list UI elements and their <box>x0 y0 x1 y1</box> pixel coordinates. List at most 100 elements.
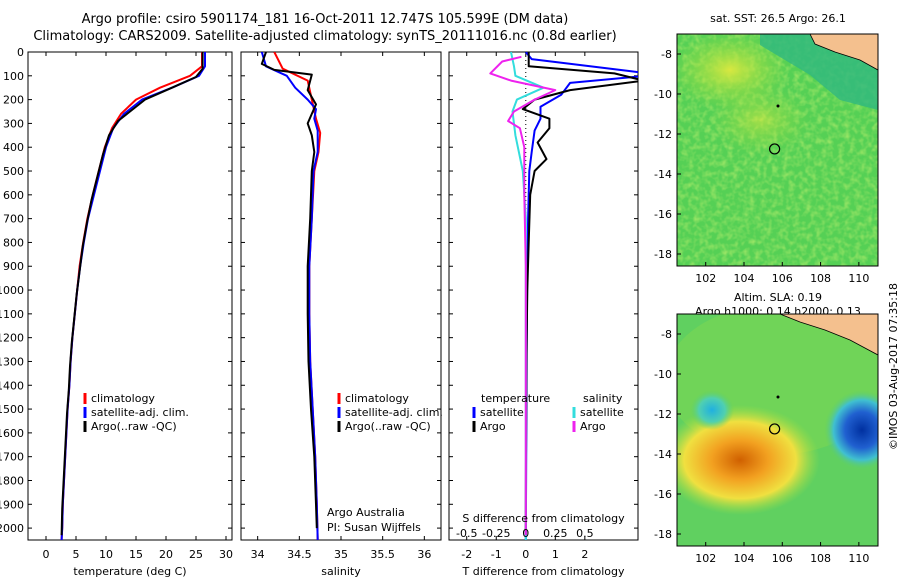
sal-series-argo-raw-qc- <box>260 52 318 529</box>
diff-legend-label: satellite <box>480 406 524 419</box>
depth-tick-label: 1000 <box>0 284 24 297</box>
sst-map-frame <box>676 33 879 267</box>
depth-tick-label: 100 <box>3 70 24 83</box>
credit-line2: PI: Susan Wijffels <box>327 521 421 534</box>
depth-tick-label: 300 <box>3 117 24 130</box>
diff-top-tick-label: 0.25 <box>543 527 568 540</box>
diff-legend-label: Argo <box>580 420 606 433</box>
figure-title-line2: Climatology: CARS2009. Satellite-adjuste… <box>33 29 617 44</box>
sla-float-position-marker <box>769 423 781 435</box>
diff-x-tick-label: -2 <box>461 548 472 561</box>
diff-x-tick-label: -1 <box>491 548 502 561</box>
sla-map-title-line1: Altim. SLA: 0.19 <box>733 291 823 304</box>
temp-x-tick-label: 5 <box>73 548 80 561</box>
diff-x-tick-label: 1 <box>552 548 559 561</box>
sla-lon-tick-label: 110 <box>848 552 869 565</box>
depth-tick-label: 0 <box>17 46 24 59</box>
sla-lat-tick-label: -12 <box>654 408 672 421</box>
sst-lat-tick-label: -18 <box>654 248 672 261</box>
sla-lon-tick-label: 106 <box>772 552 793 565</box>
temp-x-tick-label: 30 <box>219 548 233 561</box>
sla-lat-tick-label: -14 <box>654 448 672 461</box>
depth-tick-label: 1500 <box>0 403 24 416</box>
sal-x-tick-label: 34.5 <box>287 548 312 561</box>
depth-tick-label: 1200 <box>0 332 24 345</box>
depth-tick-label: 1900 <box>0 498 24 511</box>
depth-tick-label: 1100 <box>0 308 24 321</box>
sla-lon-tick-label: 108 <box>810 552 831 565</box>
sst-float-position-marker <box>769 143 781 155</box>
temp-x-tick-label: 0 <box>43 548 50 561</box>
temp-x-tick-label: 15 <box>129 548 143 561</box>
temp-legend-label: Argo(..raw -QC) <box>91 420 177 433</box>
sst-lon-tick-label: 106 <box>772 272 793 285</box>
sal-x-tick-label: 36 <box>417 548 431 561</box>
sst-lon-tick-label: 108 <box>810 272 831 285</box>
sla-lat-tick-label: -18 <box>654 528 672 541</box>
temp-x-axis-label: temperature (deg C) <box>73 565 186 578</box>
diff-top-tick-label: 0 <box>522 527 529 540</box>
diff-legend-label: Argo <box>480 420 506 433</box>
credit-line1: Argo Australia <box>327 506 405 519</box>
depth-tick-label: 200 <box>3 94 24 107</box>
sst-land-mass <box>809 34 878 71</box>
sla-map-frame <box>676 313 879 547</box>
sal-legend-label: climatology <box>345 392 409 405</box>
diff-top-tick-label: -0.5 <box>456 527 477 540</box>
sal-legend-label: Argo(..raw -QC) <box>345 420 431 433</box>
diff-x-tick-label: 2 <box>581 548 588 561</box>
sst-lat-tick-label: -10 <box>654 88 672 101</box>
sst-lon-tick-label: 104 <box>734 272 755 285</box>
sst-lat-tick-label: -14 <box>654 168 672 181</box>
diff-top-tick-label: -0.25 <box>482 527 510 540</box>
depth-tick-label: 1600 <box>0 427 24 440</box>
sal-panel-frame <box>240 51 442 541</box>
diff-series-s-argo <box>489 55 557 536</box>
diff-x-tick-label: 0 <box>522 548 529 561</box>
sst-lat-tick-label: -16 <box>654 208 672 221</box>
temp-series-argo-raw-qc- <box>60 52 204 536</box>
sal-x-axis-label: salinity <box>321 565 361 578</box>
sst-map-title: sat. SST: 26.5 Argo: 26.1 <box>710 12 846 25</box>
diff-legend-salinity-heading: salinity <box>583 392 623 405</box>
figure-title-line1: Argo profile: csiro 5901174_181 16-Oct-2… <box>81 12 569 27</box>
temp-legend-label: satellite-adj. clim. <box>91 406 189 419</box>
depth-tick-label: 600 <box>3 189 24 202</box>
sla-lat-tick-label: -16 <box>654 488 672 501</box>
depth-tick-label: 1700 <box>0 451 24 464</box>
sal-x-tick-label: 35 <box>334 548 348 561</box>
diff-x-axis-label: T difference from climatology <box>462 565 625 578</box>
depth-tick-label: 1800 <box>0 474 24 487</box>
sla-island <box>776 395 780 399</box>
temp-legend-label: climatology <box>91 392 155 405</box>
temp-x-tick-label: 20 <box>159 548 173 561</box>
sst-lon-tick-label: 102 <box>695 272 716 285</box>
diff-panel-frame <box>448 51 639 541</box>
sla-lat-tick-label: -10 <box>654 368 672 381</box>
temp-x-tick-label: 25 <box>189 548 203 561</box>
depth-tick-label: 800 <box>3 236 24 249</box>
sst-lat-tick-label: -8 <box>661 48 672 61</box>
sal-legend-label: satellite-adj. clim. <box>345 406 443 419</box>
sst-lon-tick-label: 110 <box>848 272 869 285</box>
depth-tick-label: 2000 <box>0 522 24 535</box>
depth-tick-label: 400 <box>3 141 24 154</box>
sla-land-mass <box>779 314 878 356</box>
sla-lon-tick-label: 104 <box>734 552 755 565</box>
depth-tick-label: 1300 <box>0 355 24 368</box>
depth-tick-label: 900 <box>3 260 24 273</box>
diff-top-axis-label: S difference from climatology <box>462 512 625 525</box>
sst-lat-tick-label: -12 <box>654 128 672 141</box>
sla-lat-tick-label: -8 <box>661 328 672 341</box>
diff-top-tick-label: 0.5 <box>576 527 594 540</box>
sal-series-satellite-adj-clim- <box>260 52 319 540</box>
diff-legend-temperature-heading: temperature <box>481 392 550 405</box>
diff-legend-label: satellite <box>580 406 624 419</box>
sst-island <box>776 104 780 108</box>
depth-tick-label: 1400 <box>0 379 24 392</box>
sal-x-tick-label: 34 <box>251 548 265 561</box>
sst-map-image <box>677 34 878 266</box>
temp-x-tick-label: 10 <box>99 548 113 561</box>
sal-x-tick-label: 35.5 <box>370 548 395 561</box>
